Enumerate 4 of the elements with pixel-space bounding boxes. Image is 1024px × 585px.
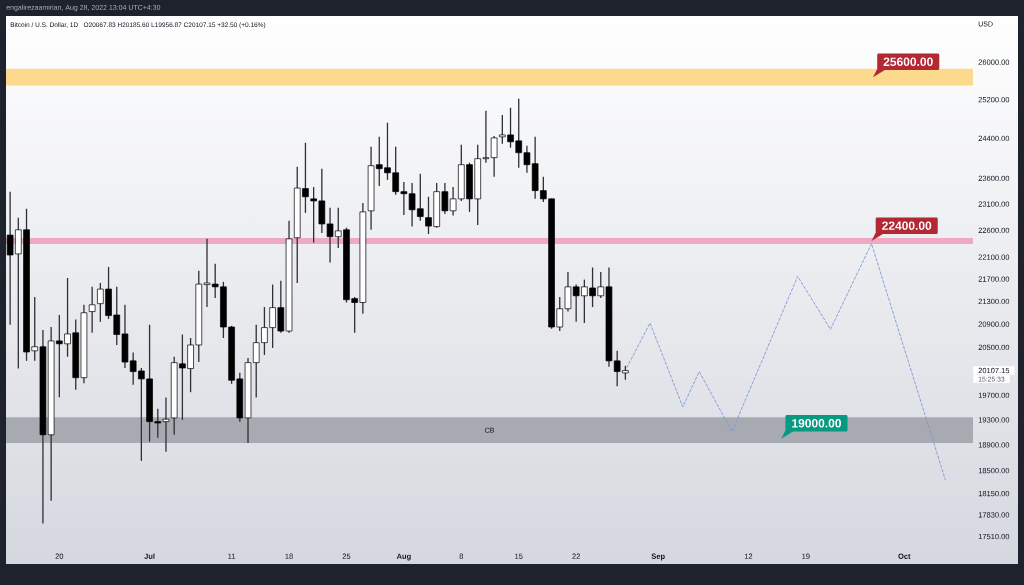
annotation: 25600.00 — [883, 57, 933, 66]
candlestick — [88, 286, 96, 334]
annotation: 19000.00 — [792, 419, 841, 428]
annotation: 22400.00 — [882, 221, 932, 230]
